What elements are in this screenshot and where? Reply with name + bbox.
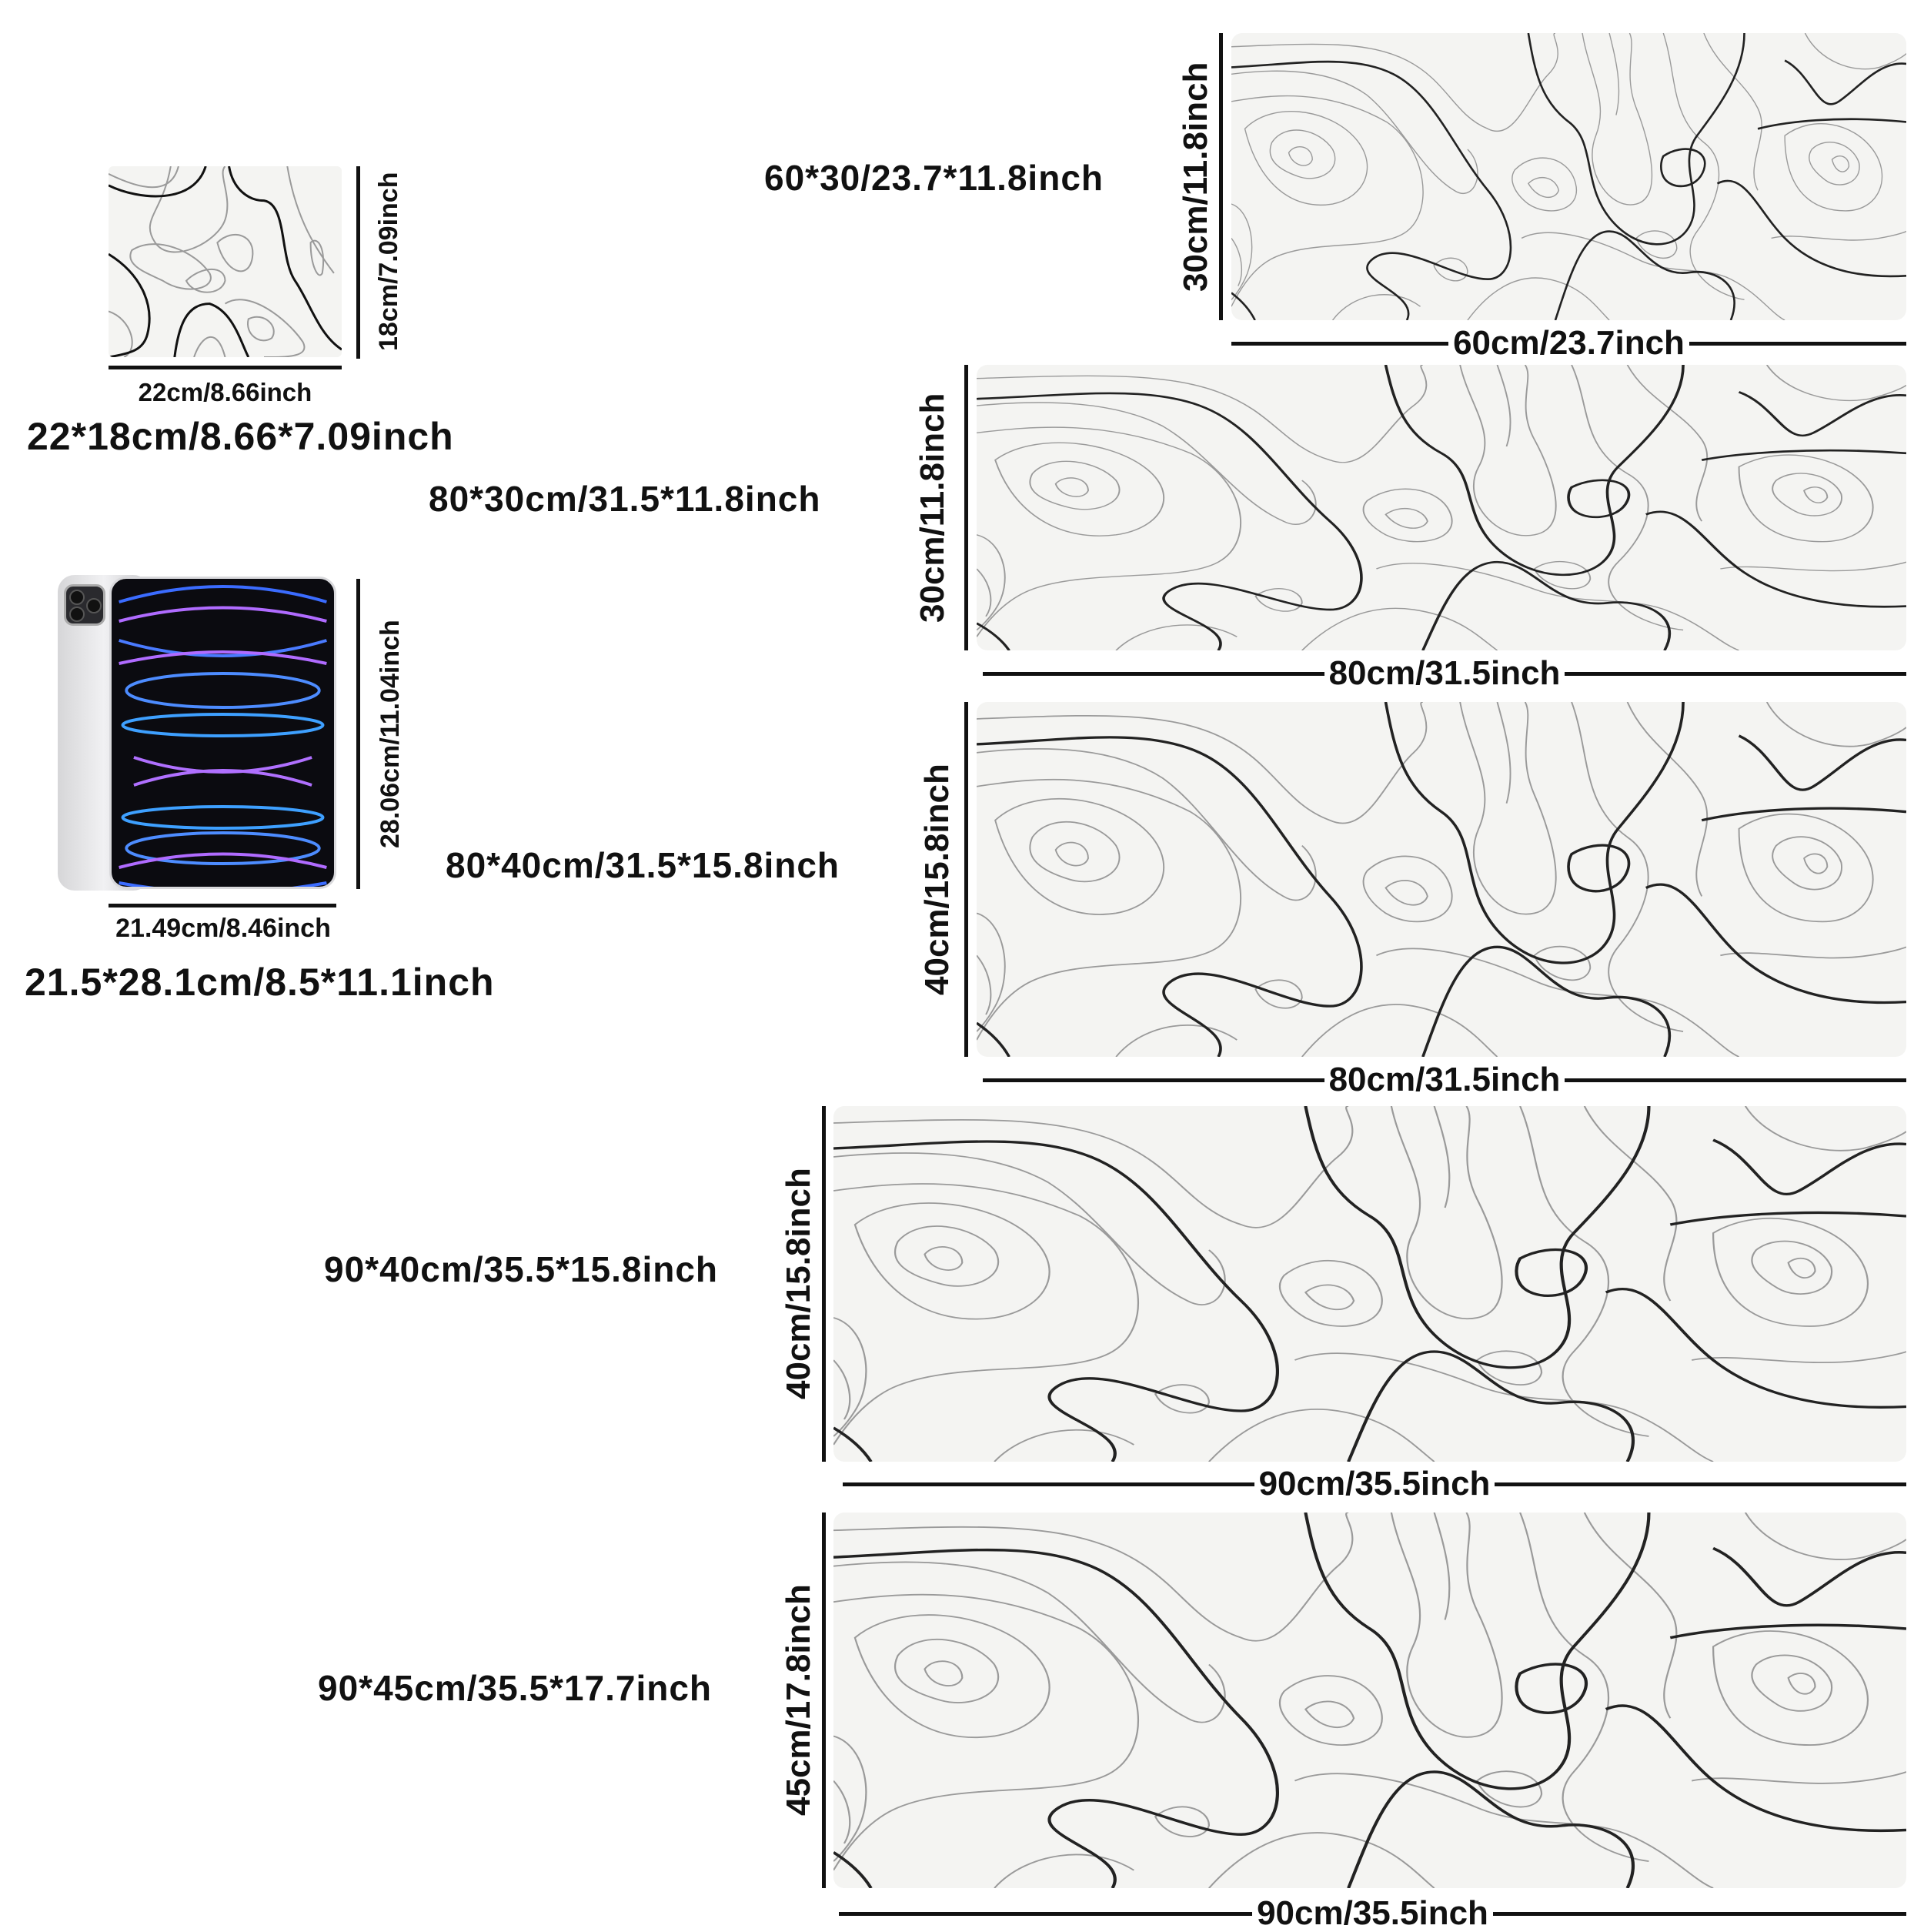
mat-90x45-width-dimension: 90cm/35.5inch: [839, 1894, 1907, 1932]
topographic-pattern: [977, 702, 1906, 1057]
mat-80x40-height-label: 40cm/15.8inch: [918, 764, 956, 995]
mat-80x30-title: 80*30cm/31.5*11.8inch: [429, 479, 821, 519]
mat-60x30-width-label: 60cm/23.7inch: [1453, 324, 1685, 362]
mat-90x40-title: 90*40cm/35.5*15.8inch: [324, 1249, 719, 1289]
dimension-line: [843, 1482, 1254, 1486]
mat-80x40-width-label: 80cm/31.5inch: [1328, 1061, 1561, 1098]
small-mat-size-title: 22*18cm/8.66*7.09inch: [27, 415, 454, 458]
small-mat-height-bar: [356, 166, 360, 359]
dimension-line: [1495, 1482, 1907, 1486]
mat-80x40-height-bar: [964, 702, 968, 1057]
dimension-line: [1565, 1078, 1907, 1082]
wallpaper-arcs: [119, 585, 327, 887]
dimension-line: [1565, 671, 1907, 676]
small-mat-image: [109, 166, 342, 357]
dimension-line: [1231, 341, 1449, 346]
mat-90x40-width-label: 90cm/35.5inch: [1258, 1465, 1491, 1502]
dimension-line: [1492, 1911, 1907, 1916]
ipad-width-label: 21.49cm/8.46inch: [115, 914, 331, 943]
mat-60x30-image: [1231, 33, 1906, 320]
dimension-line: [983, 1078, 1324, 1082]
mat-80x40-title: 80*40cm/31.5*15.8inch: [446, 845, 840, 885]
mat-80x30-height-bar: [964, 365, 968, 650]
dimension-line: [1689, 341, 1907, 346]
mat-80x40-width-dimension: 80cm/31.5inch: [983, 1061, 1907, 1098]
ipad-height-label: 28.06cm/11.04inch: [376, 620, 405, 848]
mat-90x45-title: 90*45cm/35.5*17.7inch: [318, 1668, 713, 1708]
ipad-screen: [109, 577, 336, 889]
mat-90x45-width-label: 90cm/35.5inch: [1257, 1894, 1488, 1932]
ipad-reference-image: [58, 575, 336, 891]
mat-80x30-height-label: 30cm/11.8inch: [914, 393, 951, 623]
dimension-line: [839, 1911, 1253, 1916]
mat-60x30-height-label: 30cm/11.8inch: [1177, 62, 1214, 292]
mat-90x45-height-label: 45cm/17.8inch: [780, 1584, 817, 1817]
mat-80x30-image: [977, 365, 1906, 650]
topographic-pattern: [1231, 33, 1906, 320]
small-mat-height-label: 18cm/7.09inch: [374, 172, 403, 352]
topographic-pattern: [977, 365, 1906, 650]
ipad-height-bar: [356, 579, 360, 889]
mat-80x30-width-dimension: 80cm/31.5inch: [983, 654, 1907, 692]
topographic-pattern: [109, 166, 342, 357]
small-mat-width-bar: [109, 366, 342, 369]
dimension-line: [983, 671, 1324, 676]
ipad-size-title: 21.5*28.1cm/8.5*11.1inch: [25, 961, 495, 1004]
mat-60x30-width-dimension: 60cm/23.7inch: [1231, 324, 1907, 362]
small-mat-width-label: 22cm/8.66inch: [138, 378, 312, 406]
mat-60x30-height-bar: [1219, 33, 1223, 320]
mat-80x30-width-label: 80cm/31.5inch: [1328, 654, 1561, 692]
ipad-width-bar: [109, 904, 336, 908]
topographic-pattern: [833, 1106, 1906, 1462]
topographic-pattern: [833, 1513, 1906, 1888]
mat-90x40-width-dimension: 90cm/35.5inch: [843, 1465, 1907, 1502]
mat-80x40-image: [977, 702, 1906, 1057]
mat-90x40-image: [833, 1106, 1906, 1462]
mat-90x40-height-bar: [822, 1106, 826, 1462]
mat-90x45-image: [833, 1513, 1906, 1888]
mat-90x45-height-bar: [822, 1513, 826, 1888]
mat-60x30-title: 60*30/23.7*11.8inch: [764, 158, 1104, 198]
mat-90x40-height-label: 40cm/15.8inch: [780, 1168, 817, 1400]
camera-icon: [64, 584, 105, 626]
